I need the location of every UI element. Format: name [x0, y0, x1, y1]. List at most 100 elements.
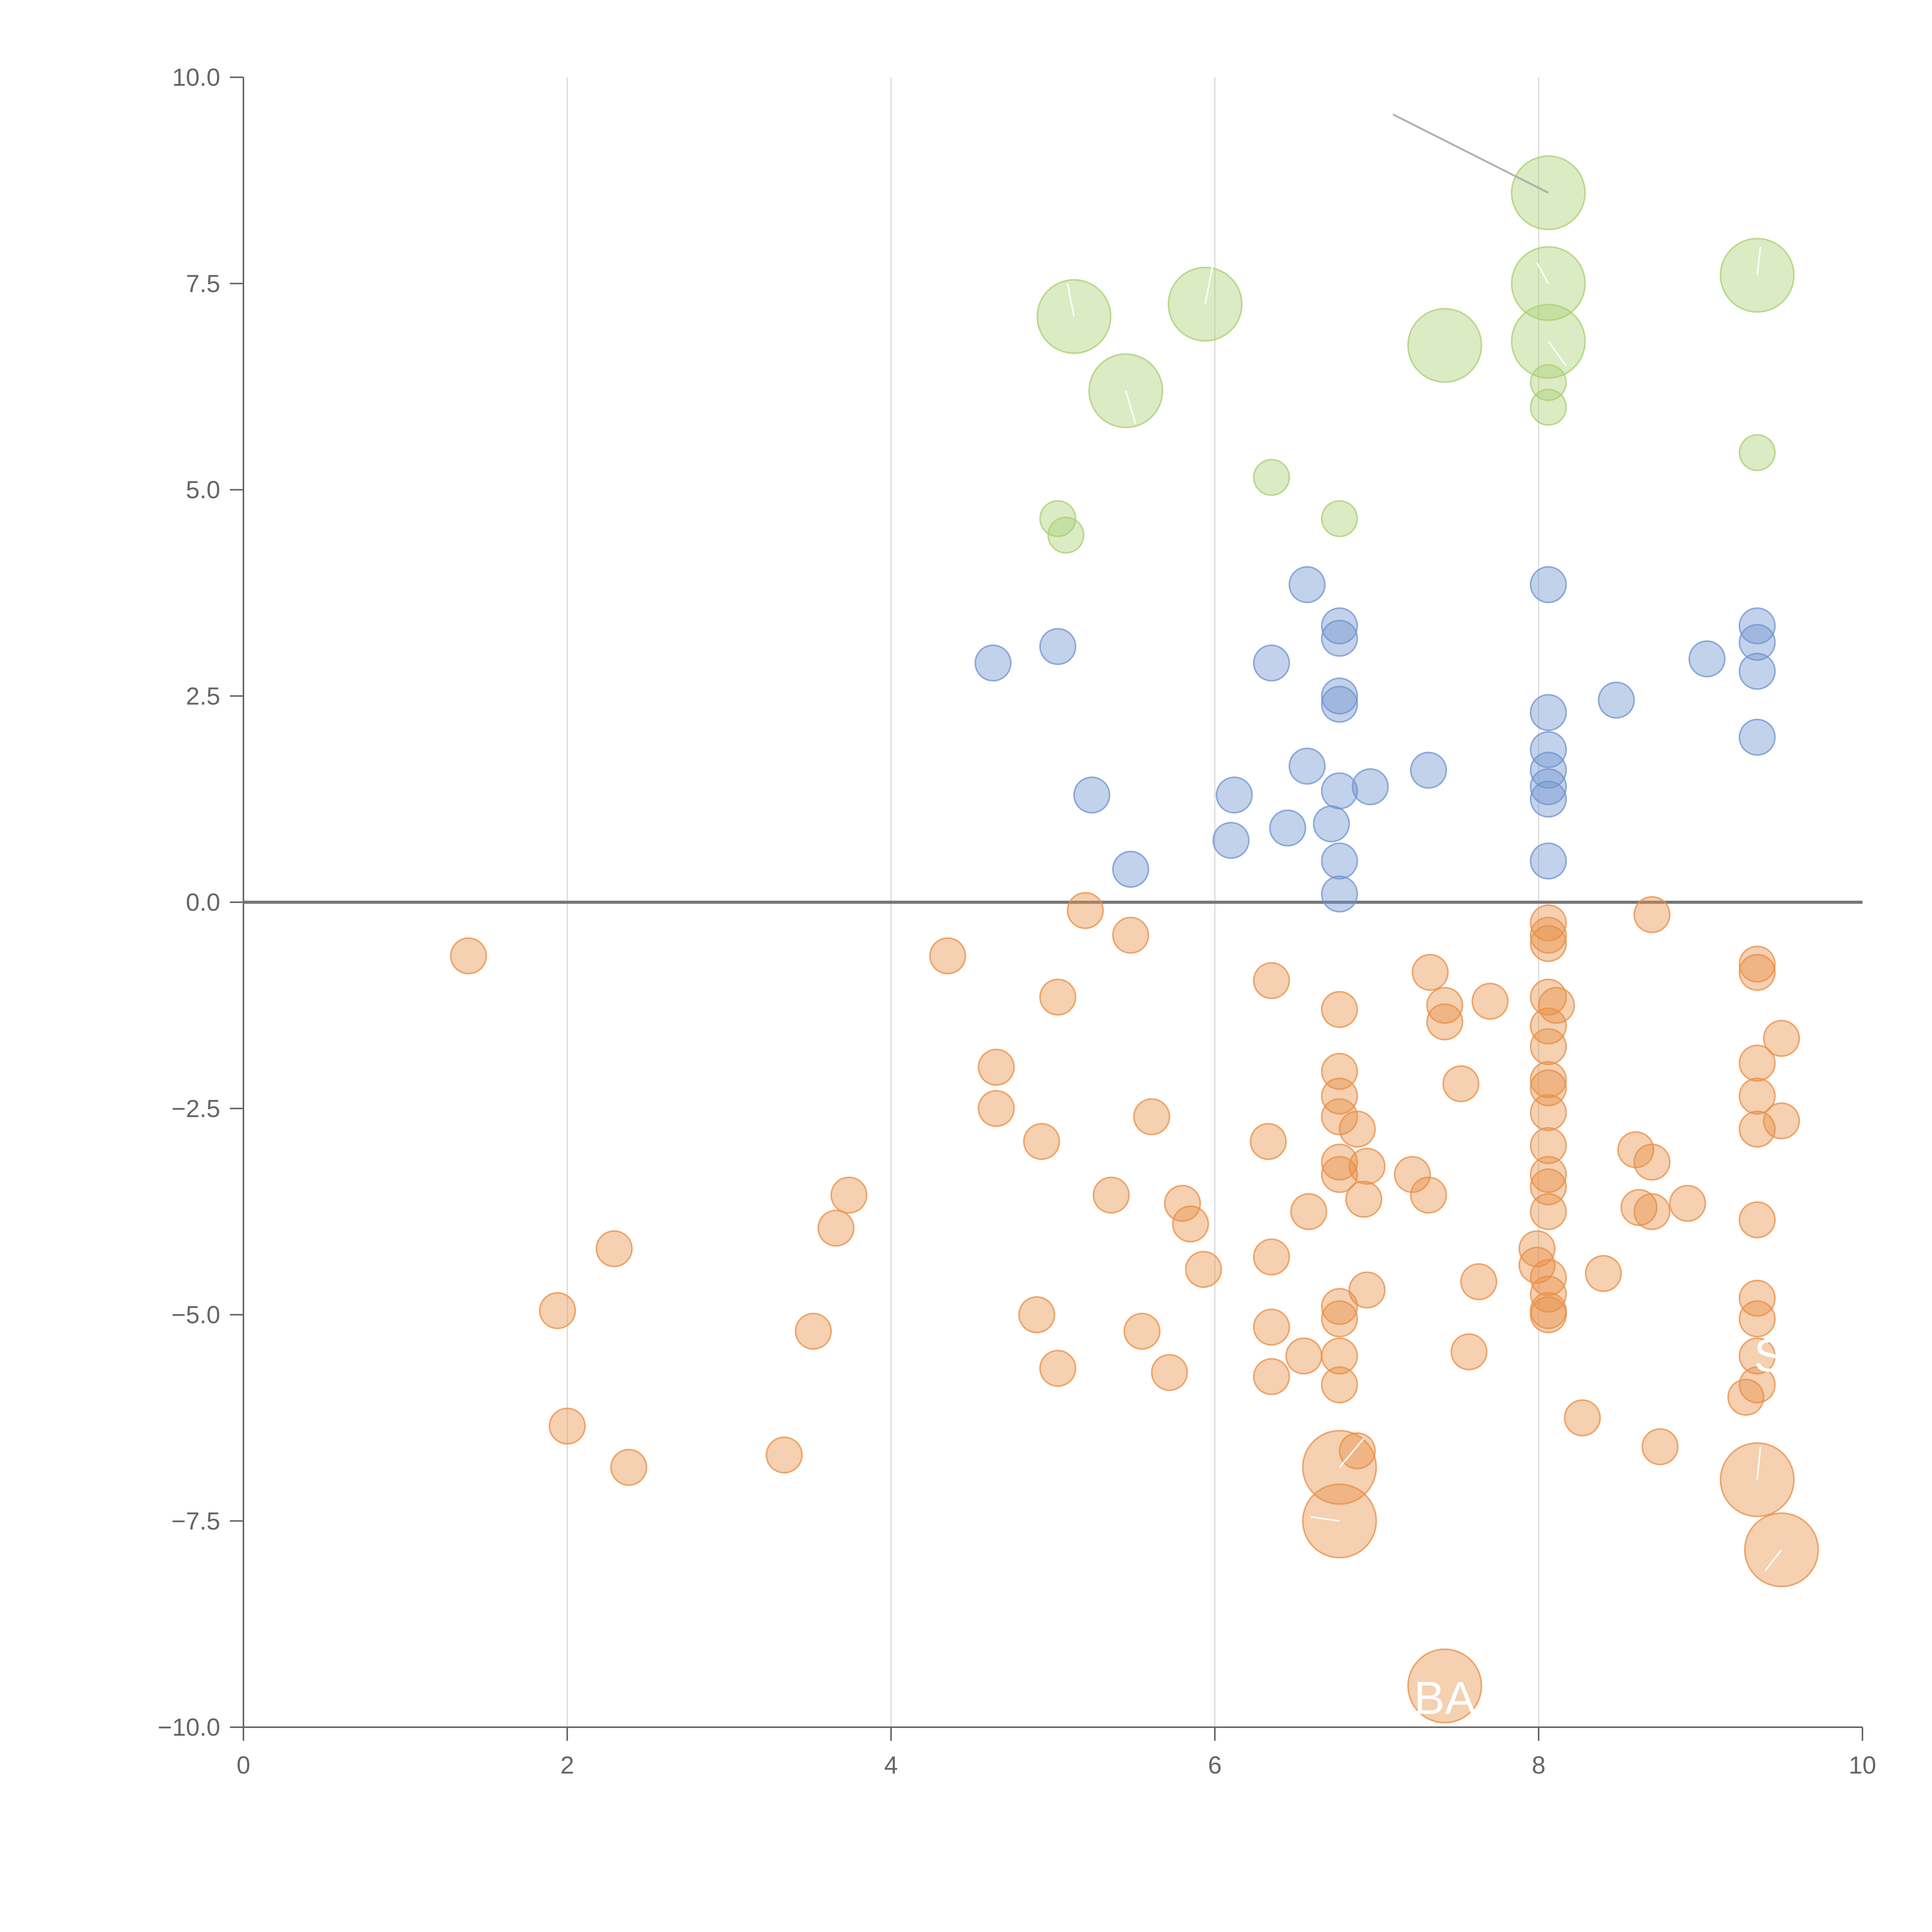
y-tick-label-4: 0.0: [186, 888, 220, 916]
point-label-1: SK: [1754, 1330, 1816, 1381]
point-orange-38: [1321, 1288, 1358, 1325]
point-blue-14: [1321, 685, 1358, 723]
point-orange-43: [1345, 1180, 1383, 1218]
point-orange-27: [1253, 1238, 1290, 1276]
point-orange-45: [1348, 1271, 1386, 1309]
point-orange-47: [1394, 1156, 1431, 1193]
point-orange-96: [1763, 1020, 1800, 1057]
point-orange-62: [1530, 1007, 1567, 1045]
point-orange-15: [1039, 1350, 1077, 1387]
point-green-13: [1047, 516, 1085, 554]
point-blue-20: [1530, 566, 1567, 604]
axes: 0 2 4 6 8 10 10.0 7.5 5.0 2.5 0.0 −2.5 −5.0 −7.5 −10.0: [158, 63, 1876, 1779]
point-label-0: BA: [1414, 1672, 1476, 1724]
point-orange-88: [1738, 1044, 1776, 1082]
point-orange-76: [1564, 1399, 1601, 1437]
point-orange-14: [1039, 978, 1077, 1016]
point-blue-18: [1352, 768, 1389, 806]
point-blue-9: [1288, 747, 1326, 785]
x-tick-label-0: 0: [236, 1751, 250, 1779]
point-green-14: [1321, 500, 1358, 537]
point-orange-17: [1092, 1176, 1130, 1214]
point-orange-26: [1250, 1123, 1287, 1160]
point-orange-82: [1633, 1193, 1671, 1230]
point-blue-4: [1212, 821, 1250, 859]
point-blue-26: [1530, 842, 1567, 880]
point-blue-16: [1321, 842, 1358, 880]
point-orange-34: [1321, 1077, 1358, 1115]
point-blue-8: [1288, 566, 1326, 604]
point-green-10: [1738, 434, 1776, 471]
annotation-labels: BA SK: [1414, 1330, 1816, 1724]
point-blue-10: [1313, 805, 1350, 843]
point-blue-15: [1321, 772, 1358, 810]
point-blue-19: [1410, 752, 1447, 789]
point-orange-6: [794, 1313, 832, 1350]
point-orange-64: [1530, 1061, 1567, 1099]
point-orange-39: [1321, 1300, 1358, 1338]
point-blue-27: [1598, 681, 1635, 719]
point-blue-17: [1321, 875, 1358, 913]
point-orange-63: [1530, 1028, 1567, 1065]
point-orange-51: [1426, 1003, 1463, 1041]
y-tick-label-7: −7.5: [172, 1507, 220, 1535]
point-orange-83: [1641, 1428, 1679, 1466]
annotation-leader-lines: [1066, 113, 1782, 1571]
point-orange-77: [1585, 1255, 1622, 1292]
point-blue-11: [1321, 607, 1358, 645]
point-orange-57: [1518, 1247, 1556, 1284]
point-orange-85: [1727, 1379, 1765, 1416]
point-orange-53: [1450, 1333, 1488, 1371]
point-orange-5: [765, 1436, 803, 1474]
point-orange-91: [1738, 1201, 1776, 1238]
point-orange-25: [1253, 962, 1290, 999]
point-orange-92: [1738, 1279, 1776, 1317]
point-orange-3: [595, 1230, 633, 1267]
point-orange-67: [1530, 1127, 1567, 1164]
point-orange-80: [1633, 896, 1671, 934]
point-orange-18: [1112, 917, 1150, 954]
y-tick-label-1: 7.5: [186, 270, 220, 298]
point-orange-37: [1321, 1156, 1358, 1193]
point-orange-66: [1530, 1094, 1567, 1131]
x-tick-label-3: 6: [1208, 1751, 1222, 1779]
leader-line-2: [1204, 262, 1214, 304]
point-orange-74: [1530, 1296, 1567, 1333]
point-orange-29: [1253, 1358, 1290, 1395]
series-orange: [450, 892, 1819, 1724]
point-orange-36: [1321, 1143, 1358, 1181]
point-green-9: [1530, 389, 1567, 426]
point-orange-68: [1530, 1156, 1567, 1193]
leader-line-6: [1756, 246, 1762, 276]
point-orange-60: [1530, 925, 1567, 962]
leader-line-8: [1310, 1516, 1340, 1522]
point-orange-58: [1530, 904, 1567, 942]
point-orange-52: [1442, 1065, 1480, 1102]
point-orange-55: [1471, 983, 1509, 1020]
point-orange-71: [1530, 1259, 1567, 1296]
y-tick-label-2: 5.0: [186, 476, 220, 504]
point-blue-21: [1530, 694, 1567, 731]
point-green-11: [1253, 459, 1290, 496]
point-orange-16: [1066, 892, 1104, 929]
point-orange-79: [1620, 1189, 1658, 1226]
point-blue-6: [1253, 644, 1290, 682]
point-orange-0: [450, 937, 487, 975]
point-orange-90: [1738, 1111, 1776, 1148]
y-tick-label-6: −5.0: [172, 1301, 220, 1329]
point-orange-8: [830, 1176, 868, 1214]
x-tick-label-2: 4: [884, 1751, 898, 1779]
point-orange-93: [1738, 1300, 1776, 1338]
leader-line-7: [1339, 1438, 1365, 1468]
point-blue-24: [1530, 768, 1567, 806]
point-orange-94: [1738, 1337, 1776, 1375]
leader-line-4: [1536, 262, 1549, 284]
point-orange-4: [610, 1449, 648, 1486]
point-orange-86: [1738, 946, 1776, 983]
point-orange-21: [1151, 1354, 1188, 1391]
point-blue-23: [1530, 752, 1567, 789]
point-orange-2: [549, 1407, 586, 1445]
point-orange-1: [539, 1292, 576, 1329]
point-blue-1: [1039, 628, 1077, 665]
point-orange-9: [929, 937, 966, 975]
